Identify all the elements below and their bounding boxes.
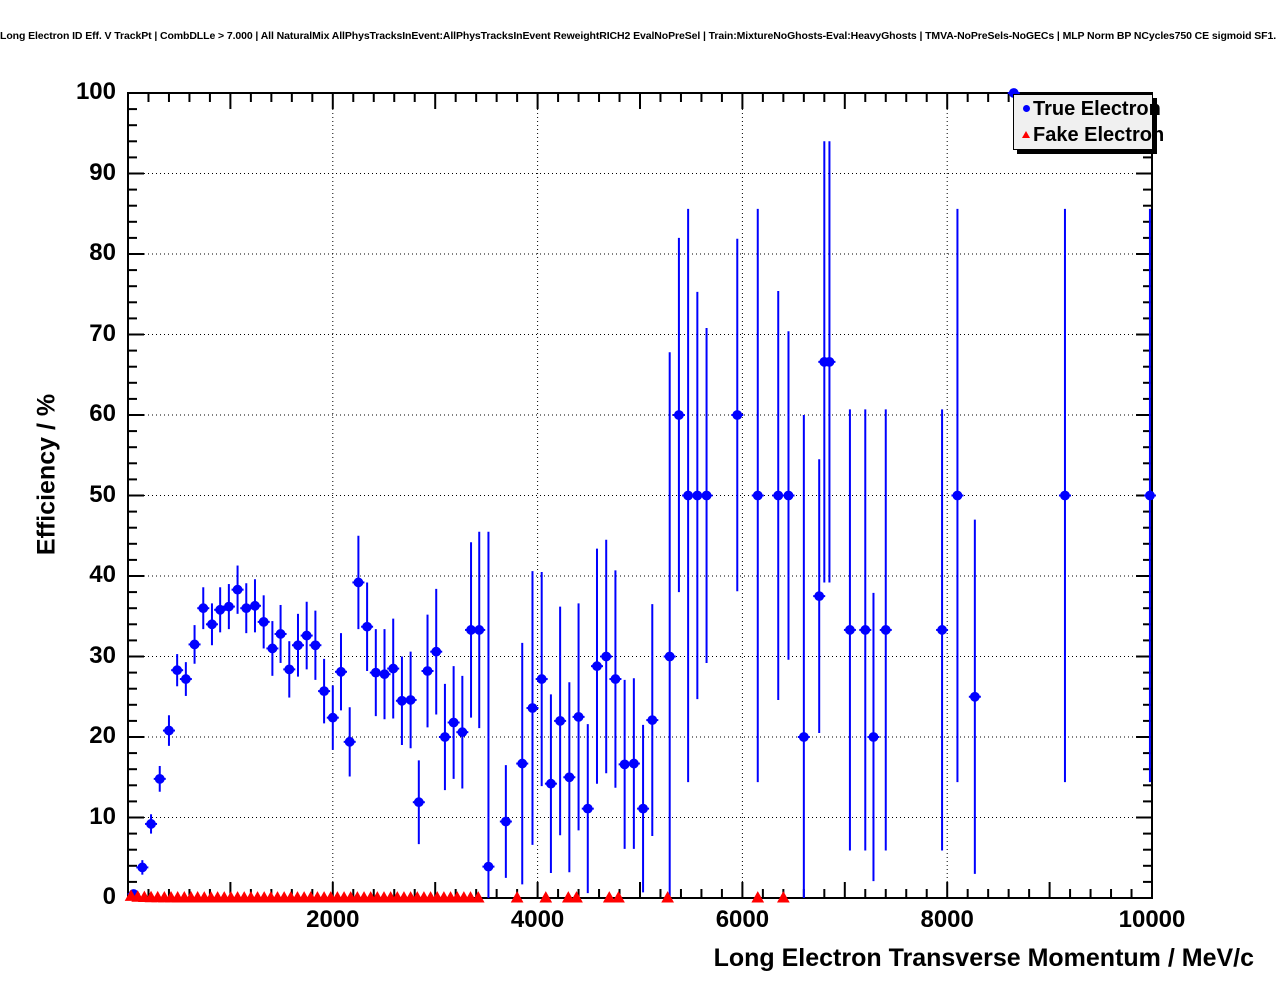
data-series-layer <box>124 88 1156 903</box>
y-tick-label: 30 <box>89 641 116 669</box>
legend: True Electron Fake Electron <box>1013 94 1164 150</box>
x-tick-label: 8000 <box>920 906 974 933</box>
series-fake-electron <box>124 889 790 903</box>
fake-electron-marker-icon <box>1019 122 1033 148</box>
y-tick-label: 100 <box>75 78 116 105</box>
x-tick-label: 6000 <box>715 906 770 933</box>
true-electron-marker-icon <box>1019 96 1033 122</box>
plot-title: Long Electron ID Eff. V TrackPt | CombDL… <box>0 30 1276 42</box>
x-tick-label: 4000 <box>510 906 565 933</box>
legend-label-true-electron: True Electron <box>1033 98 1161 120</box>
y-tick-label: 70 <box>89 319 116 347</box>
legend-label-fake-electron: Fake Electron <box>1033 124 1165 146</box>
x-tick-label: 2000 <box>306 906 360 933</box>
y-tick-label: 40 <box>89 561 116 588</box>
legend-entry-true-electron: True Electron <box>1019 96 1161 122</box>
x-axis-label: Long Electron Transverse Momentum / MeV/… <box>713 944 1254 972</box>
y-tick-label: 80 <box>89 239 116 266</box>
y-tick-label: 20 <box>89 722 116 749</box>
y-tick-label: 10 <box>89 802 116 830</box>
series-true-electron <box>127 88 1156 899</box>
y-tick-label: 50 <box>89 480 116 508</box>
y-tick-label: 90 <box>89 158 116 186</box>
y-tick-label: 0 <box>102 883 116 910</box>
legend-entry-fake-electron: Fake Electron <box>1019 122 1164 148</box>
grid-lines <box>128 93 1152 898</box>
y-tick-label: 60 <box>89 400 116 427</box>
x-tick-label: 10000 <box>1118 906 1186 933</box>
